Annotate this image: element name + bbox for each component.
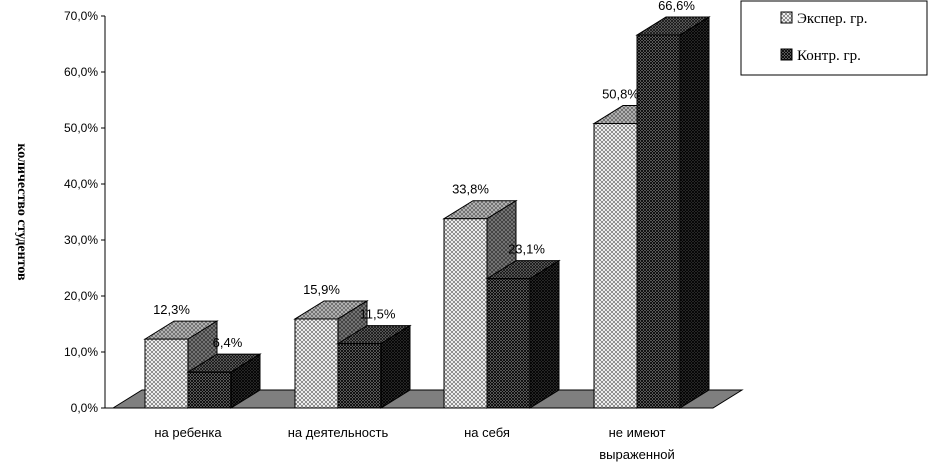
data-label: 6,4% (213, 335, 243, 350)
data-label: 23,1% (508, 242, 545, 257)
legend-label-exp: Экспер. гр. (797, 11, 868, 27)
y-tick-label: 50,0% (64, 121, 98, 135)
data-label: 66,6% (658, 0, 695, 13)
bar-front-face (443, 218, 488, 409)
bar-side-face (529, 259, 560, 409)
legend: Экспер. гр. Контр. гр. (740, 0, 928, 76)
y-axis: 0,0% 10,0% 20,0% 30,0% 40,0% 50,0% 60,0% 70,0% (64, 9, 106, 415)
y-tick-label: 20,0% (64, 289, 98, 303)
data-label: 15,9% (303, 282, 340, 297)
y-axis-label: количество студентов (14, 143, 29, 281)
x-category-label: на себя (464, 425, 510, 440)
legend-swatch-exp (780, 11, 793, 24)
legend-swatch-ctl (780, 48, 793, 61)
y-axis-label-group: количество студентов (14, 143, 29, 281)
data-label: 12,3% (153, 302, 190, 317)
data-labels: 12,3% 6,4% 15,9% 11,5% 33,8% 23,1% 50,8% 66,6% (153, 0, 695, 350)
bars (143, 16, 711, 409)
data-label: 33,8% (452, 182, 489, 197)
x-category-label: на ребенка (154, 425, 222, 440)
legend-item-ctl: Контр. гр. (780, 48, 861, 64)
bar-front-face (337, 343, 382, 409)
data-label: 11,5% (360, 307, 396, 322)
data-label: 50,8% (602, 87, 639, 102)
bar-ctl (186, 353, 262, 409)
bar-front-face (486, 278, 531, 409)
bar-front-face (187, 371, 232, 409)
y-tick-label: 70,0% (64, 9, 98, 23)
bar-ctl (485, 259, 561, 409)
bar-front-face (593, 123, 638, 409)
legend-box (740, 0, 928, 76)
bar-ctl (635, 16, 711, 409)
bar-ctl (336, 324, 412, 409)
legend-label-ctl: Контр. гр. (797, 48, 861, 64)
x-category-label: на деятельность (288, 425, 389, 440)
x-category-label: не имеют (609, 425, 666, 440)
y-tick-label: 60,0% (64, 65, 98, 79)
y-tick-label: 30,0% (64, 233, 98, 247)
x-category-label: выраженной (599, 447, 675, 462)
bar-side-face (679, 16, 710, 409)
bar-front-face (144, 338, 189, 409)
y-tick-label: 10,0% (64, 345, 98, 359)
bar-front-face (294, 318, 339, 409)
y-tick-label: 40,0% (64, 177, 98, 191)
y-tick-label: 0,0% (71, 401, 99, 415)
legend-item-exp: Экспер. гр. (780, 11, 868, 27)
x-axis: на ребенка на деятельность на себя не имеют… (105, 407, 713, 462)
bar-front-face (636, 34, 681, 409)
